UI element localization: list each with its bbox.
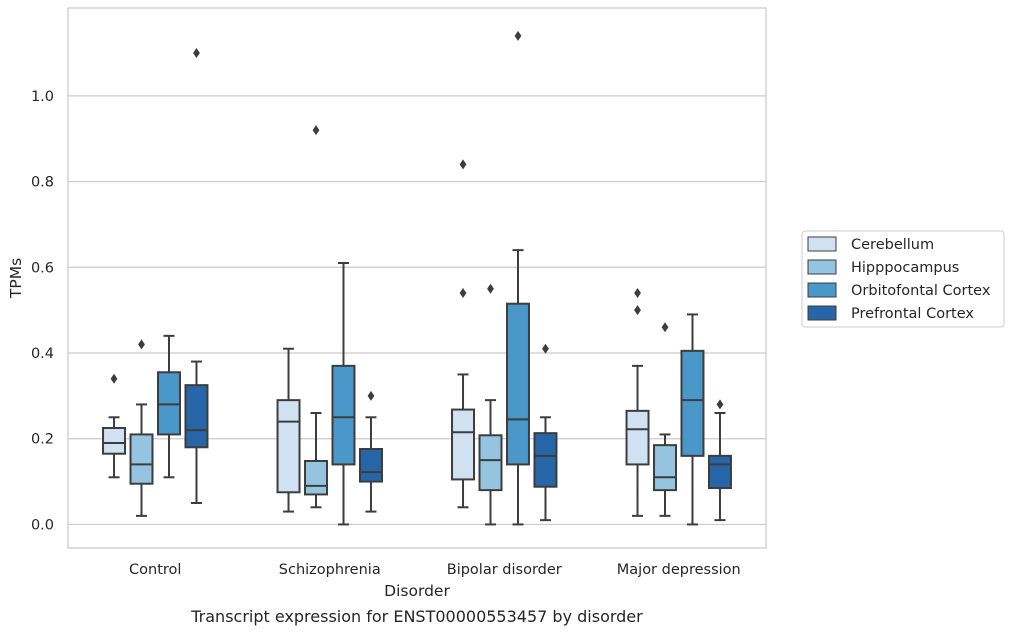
chart-caption: Transcript expression for ENST0000055345… bbox=[190, 607, 643, 626]
box bbox=[156, 371, 181, 436]
box bbox=[102, 427, 127, 455]
legend-swatch bbox=[807, 236, 837, 252]
boxes bbox=[102, 30, 732, 526]
legend-swatch bbox=[807, 305, 837, 321]
outlier-point bbox=[487, 283, 494, 294]
outlier-point bbox=[661, 322, 669, 333]
y-axis-label: TPMs bbox=[7, 258, 25, 299]
y-tick-label: 0.0 bbox=[31, 517, 54, 533]
plot-area bbox=[68, 8, 766, 548]
outlier-point bbox=[367, 390, 375, 401]
legend-swatch bbox=[807, 259, 837, 275]
box bbox=[707, 454, 732, 490]
legend-frame bbox=[801, 230, 1005, 328]
box bbox=[184, 384, 209, 449]
outlier-point bbox=[716, 399, 724, 410]
outlier-point bbox=[312, 125, 320, 136]
box bbox=[129, 433, 154, 485]
y-tick-label: 0.8 bbox=[31, 175, 54, 191]
legend-label: Hipppocampus bbox=[851, 260, 959, 276]
x-tick-label: Bipolar disorder bbox=[447, 562, 562, 578]
plot-frame bbox=[67, 7, 767, 549]
box bbox=[451, 408, 476, 481]
x-tick-label: Schizophrenia bbox=[279, 562, 381, 578]
y-tick-labels: 0.0 0.2 0.4 0.6 0.8 1.0 bbox=[31, 89, 54, 534]
outlier-point bbox=[193, 48, 200, 58]
outlier-point bbox=[634, 305, 641, 316]
outlier-point bbox=[634, 288, 641, 298]
outlier-point bbox=[514, 30, 522, 41]
x-tick-label: Control bbox=[129, 562, 181, 578]
outlier-point bbox=[459, 159, 467, 170]
y-tick-label: 0.4 bbox=[31, 346, 54, 362]
legend-label: Orbitofontal Cortex bbox=[851, 283, 991, 299]
box bbox=[680, 349, 705, 457]
x-axis-label: Disorder bbox=[384, 582, 450, 600]
box bbox=[533, 432, 558, 488]
box bbox=[331, 364, 356, 466]
box bbox=[276, 399, 301, 494]
legend-swatch bbox=[807, 282, 837, 298]
outlier-point bbox=[459, 288, 467, 298]
y-tick-label: 0.6 bbox=[31, 260, 54, 276]
legend-label: Cerebellum bbox=[851, 237, 934, 253]
box bbox=[653, 444, 678, 492]
box bbox=[625, 409, 650, 466]
outlier-point bbox=[542, 343, 549, 354]
outlier-point bbox=[138, 339, 145, 350]
outlier-point bbox=[110, 373, 118, 384]
y-tick-label: 1.0 bbox=[31, 89, 54, 105]
grid-lines bbox=[68, 95, 766, 526]
legend-label: Prefrontal Cortex bbox=[851, 306, 974, 322]
x-tick-label: Major depression bbox=[617, 562, 741, 578]
box bbox=[505, 302, 530, 466]
box bbox=[358, 448, 383, 483]
box bbox=[478, 434, 503, 492]
box bbox=[304, 460, 329, 496]
legend: Cerebellum Hipppocampus Orbitofontal Corte… bbox=[801, 230, 1005, 328]
y-tick-label: 0.2 bbox=[31, 432, 54, 448]
x-tick-labels: Control Schizophrenia Bipolar disorder Majo… bbox=[129, 562, 741, 578]
